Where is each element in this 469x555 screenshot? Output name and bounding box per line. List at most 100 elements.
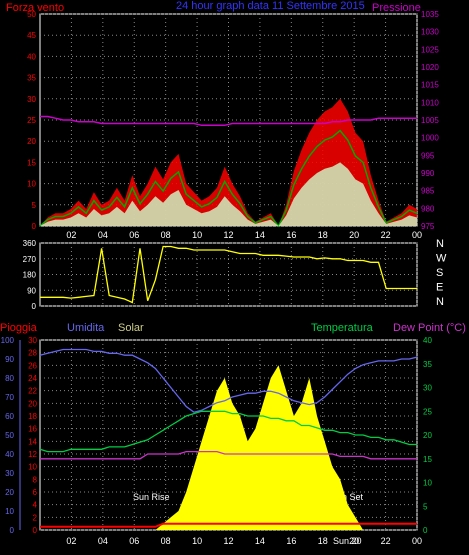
temperature-ytick: 5 <box>423 502 428 511</box>
weather-xtick: 06 <box>129 536 139 546</box>
direction-ytick: 90 <box>27 286 36 295</box>
pressure-ytick: 1000 <box>421 134 439 143</box>
direction-ytick: 270 <box>23 255 37 264</box>
wind-xtick: 08 <box>161 230 171 240</box>
compass-label: N <box>436 238 444 250</box>
sunset-time-label: Sun 20 <box>333 536 362 546</box>
wind-ytick: 30 <box>27 95 36 104</box>
weather-xtick: 02 <box>66 536 76 546</box>
pressure-ytick: 980 <box>421 204 435 213</box>
humidity-ytick: 30 <box>5 469 14 478</box>
wind-ytick: 40 <box>27 52 36 61</box>
rain-ytick: 8 <box>33 475 38 484</box>
rain-line <box>40 522 417 528</box>
temperature-ytick: 25 <box>423 407 432 416</box>
wind-ytick: 5 <box>32 201 37 210</box>
chart-title: 24 hour graph data 11 Settembre 2015 <box>176 0 365 12</box>
direction-ytick: 180 <box>23 271 37 280</box>
wind-ytick: 25 <box>27 116 36 125</box>
wind-xtick: 22 <box>381 230 391 240</box>
pressure-ytick: 1025 <box>421 45 439 54</box>
pressure-ytick: 985 <box>421 187 435 196</box>
pressure-ytick: 975 <box>421 222 435 231</box>
weather-xtick: 04 <box>98 536 108 546</box>
wind-xtick: 16 <box>286 230 296 240</box>
rain-ytick: 22 <box>28 387 37 396</box>
wind-ytick: 10 <box>27 180 36 189</box>
wind-xtick: 04 <box>98 230 108 240</box>
wind-ytick: 20 <box>27 137 36 146</box>
wind-xtick: 00 <box>412 230 422 240</box>
compass-label: E <box>436 282 443 294</box>
weather-xtick: 20 <box>349 536 359 546</box>
weather-xtick: 12 <box>223 536 233 546</box>
humidity-ytick: 80 <box>5 374 14 383</box>
rain-label: Pioggia <box>0 322 38 334</box>
wind-xtick: 12 <box>223 230 233 240</box>
solar-label: Solar <box>118 322 144 334</box>
wind-xtick: 18 <box>318 230 328 240</box>
pressure-header-label: Pressione <box>372 2 421 14</box>
pressure-ytick: 1005 <box>421 116 439 125</box>
weather-xtick: 00 <box>412 536 422 546</box>
sunset-label: Sun Set <box>331 492 364 502</box>
temperature-ytick: 30 <box>423 384 432 393</box>
pressure-ytick: 1010 <box>421 98 439 107</box>
pressure-ytick: 1030 <box>421 28 439 37</box>
weather-xtick: 18 <box>318 536 328 546</box>
compass-label: S <box>436 267 443 279</box>
wind-ytick: 35 <box>27 74 36 83</box>
pressure-ytick: 1020 <box>421 63 439 72</box>
rain-ytick: 12 <box>28 450 37 459</box>
humidity-label: Umidita <box>67 322 105 334</box>
solar-area <box>40 365 417 530</box>
rain-ytick: 24 <box>28 374 37 383</box>
rain-ytick: 18 <box>28 412 37 421</box>
humidity-ytick: 20 <box>5 488 14 497</box>
temperature-ytick: 15 <box>423 455 432 464</box>
humidity-line <box>39 348 418 413</box>
wind-ytick: 45 <box>27 31 36 40</box>
sunrise-label: Sun Rise <box>133 492 170 502</box>
pressure-ytick: 1015 <box>421 81 439 90</box>
rain-ytick: 14 <box>28 437 37 446</box>
pressure-line <box>40 115 417 127</box>
temperature-label: Temperatura <box>311 322 374 334</box>
rain-ytick: 0 <box>33 526 38 535</box>
humidity-ytick: 40 <box>5 450 14 459</box>
rain-ytick: 2 <box>33 513 38 522</box>
temperature-ytick: 40 <box>423 336 432 345</box>
dewpoint-line <box>40 450 417 460</box>
weather-xtick: 16 <box>286 536 296 546</box>
pressure-ytick: 995 <box>421 151 435 160</box>
humidity-ytick: 10 <box>5 507 14 516</box>
wind-ytick: 50 <box>27 10 36 19</box>
temperature-ytick: 10 <box>423 479 432 488</box>
direction-ytick: 0 <box>32 302 37 311</box>
temperature-line <box>39 410 417 453</box>
wind-header-label: Forza vento <box>6 2 64 14</box>
weather-xtick: 14 <box>255 536 265 546</box>
humidity-ytick: 90 <box>5 355 14 364</box>
rain-ytick: 20 <box>28 399 37 408</box>
weather-xtick: 22 <box>381 536 391 546</box>
dewpoint-label: Dew Point (°C) <box>393 322 466 334</box>
wind-direction-line <box>40 245 417 304</box>
direction-ytick: 360 <box>23 239 37 248</box>
weather-xtick: 10 <box>192 536 202 546</box>
pressure-ytick: 990 <box>421 169 435 178</box>
humidity-ytick: 0 <box>10 526 15 535</box>
compass-label: N <box>436 296 444 308</box>
rain-ytick: 16 <box>28 425 37 434</box>
wind-ytick: 15 <box>27 158 36 167</box>
pressure-ytick: 1035 <box>421 10 439 19</box>
rain-ytick: 6 <box>33 488 38 497</box>
rain-ytick: 4 <box>33 501 38 510</box>
wind-xtick: 14 <box>255 230 265 240</box>
temperature-ytick: 20 <box>423 431 432 440</box>
humidity-ytick: 50 <box>5 431 14 440</box>
rain-ytick: 26 <box>28 361 37 370</box>
wind-min-area <box>40 162 417 226</box>
rain-ytick: 10 <box>28 463 37 472</box>
wind-average-line <box>39 129 418 228</box>
